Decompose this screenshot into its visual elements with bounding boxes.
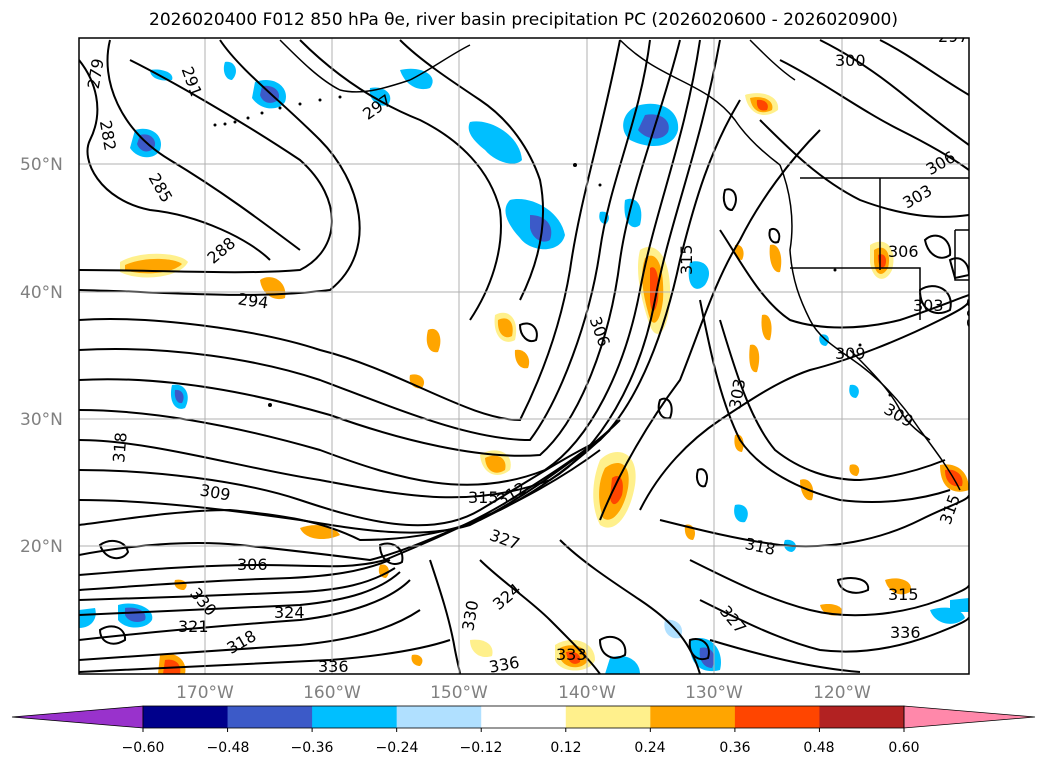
colorbar-tick-label: −0.24	[376, 740, 419, 756]
colorbar-segment	[396, 706, 482, 728]
contour-label: 300	[835, 51, 866, 70]
map-title: 2026020400 F012 850 hPa θe, river basin …	[149, 10, 898, 30]
lat-lon-gridlines	[79, 38, 969, 674]
contour-label: 318	[109, 431, 131, 463]
contour-label: 303	[913, 296, 944, 315]
lon-label: 120°W	[813, 683, 871, 703]
colorbar-segment	[819, 706, 905, 728]
lat-label: 40°N	[20, 283, 63, 303]
colorbar-tick-label: 0.60	[888, 740, 919, 756]
theta-e-contours	[79, 39, 969, 674]
colorbar-segment	[734, 706, 820, 728]
colorbar-frame	[142, 705, 905, 729]
contour-label: 336	[488, 653, 521, 677]
contour-label: 336	[890, 623, 921, 642]
lat-label: 20°N	[20, 537, 63, 557]
contour-label: 324	[274, 603, 305, 622]
colorbar-tick-label: 0.24	[634, 740, 665, 756]
colorbar-segment	[143, 706, 229, 728]
colorbar-tick-label: 0.12	[550, 740, 581, 756]
colorbar-segment	[565, 706, 651, 728]
longitude-labels: 170°W 160°W 150°W 140°W 130°W 120°W	[176, 683, 871, 703]
colorbar-tick-label: 0.48	[803, 740, 834, 756]
map-frame	[78, 37, 970, 675]
contour-label: 333	[556, 645, 587, 664]
coastlines	[279, 39, 969, 491]
colorbar-tick-label: −0.48	[207, 740, 250, 756]
colorbar-segment	[481, 706, 567, 728]
contour-label: 315	[888, 585, 919, 604]
islands	[213, 95, 892, 407]
colorbar-extend-low	[11, 705, 144, 729]
lon-label: 170°W	[176, 683, 234, 703]
precipitation-shading	[79, 61, 969, 674]
lon-label: 160°W	[303, 683, 361, 703]
contour-label: 336	[318, 657, 349, 676]
lat-label: 30°N	[20, 410, 63, 430]
colorbar-tick-label: −0.36	[291, 740, 334, 756]
colorbar-tick-label: −0.60	[122, 740, 165, 756]
lat-label: 50°N	[20, 155, 63, 175]
lon-label: 130°W	[685, 683, 743, 703]
colorbar-tick-labels: −0.60 −0.48 −0.36 −0.24 −0.12 0.12 0.24 …	[122, 740, 920, 756]
contour-label: 297	[938, 27, 969, 46]
colorbar-segment	[312, 706, 398, 728]
contour-label: 309	[835, 344, 866, 363]
contour-label: 294	[237, 289, 270, 312]
colorbar-tick-label: −0.12	[460, 740, 503, 756]
colorbar-segment	[227, 706, 313, 728]
colorbar-segment	[650, 706, 736, 728]
colorbar	[11, 705, 1036, 732]
contour-label: 315	[677, 244, 696, 275]
contour-label: 303	[963, 298, 982, 329]
colorbar-tick-label: 0.36	[719, 740, 750, 756]
latitude-labels: 50°N 40°N 30°N 20°N	[20, 155, 63, 557]
contour-label: 315	[468, 488, 499, 507]
contour-label: 321	[178, 617, 209, 636]
contour-label: 306	[888, 242, 919, 261]
lon-label: 150°W	[430, 683, 488, 703]
colorbar-extend-high	[903, 705, 1036, 729]
contour-label: 306	[237, 555, 268, 574]
lon-label: 140°W	[558, 683, 616, 703]
